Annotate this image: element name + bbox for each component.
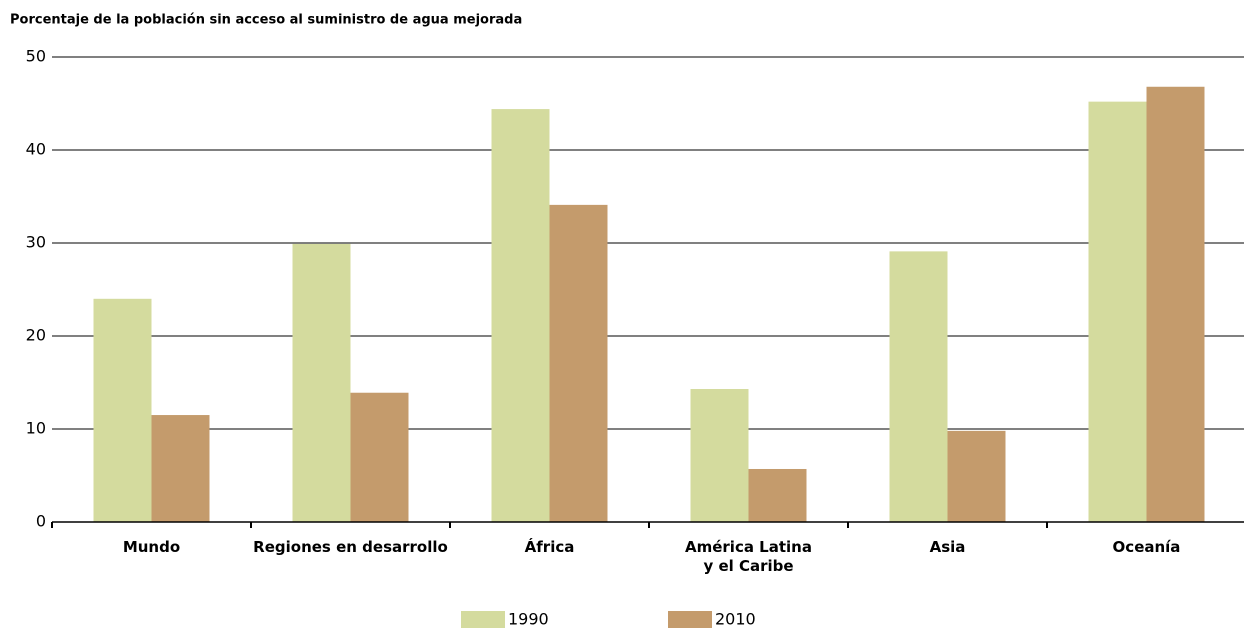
x-tick-label: Regiones en desarrollo [253, 538, 448, 556]
legend-swatch [461, 611, 505, 628]
chart-title: Porcentaje de la población sin acceso al… [10, 13, 522, 28]
y-tick-label: 0 [36, 512, 46, 531]
x-tick-label: América Latina y el Caribe [685, 538, 812, 575]
legend-label: 1990 [508, 610, 549, 628]
bar [889, 251, 948, 522]
bar [292, 243, 351, 522]
legend-label: 2010 [715, 610, 756, 628]
bar [947, 430, 1006, 522]
bar [93, 298, 152, 522]
bar [350, 392, 409, 522]
bar [748, 468, 807, 522]
y-tick-label: 50 [26, 47, 46, 66]
legend-swatch [668, 611, 712, 628]
bar [1146, 86, 1205, 522]
bar [1088, 101, 1147, 522]
bar [151, 415, 210, 522]
x-tick-label: Mundo [122, 538, 181, 556]
x-tick-label: Asia [929, 538, 966, 556]
y-tick-label: 40 [26, 140, 46, 159]
y-tick-label: 10 [26, 419, 46, 438]
bar [690, 389, 749, 522]
x-tick-label: Oceanía [1112, 538, 1181, 556]
bar [491, 109, 550, 522]
y-tick-label: 30 [26, 233, 46, 252]
bar [549, 204, 608, 522]
x-tick-label: África [524, 538, 575, 556]
y-tick-label: 20 [26, 326, 46, 345]
